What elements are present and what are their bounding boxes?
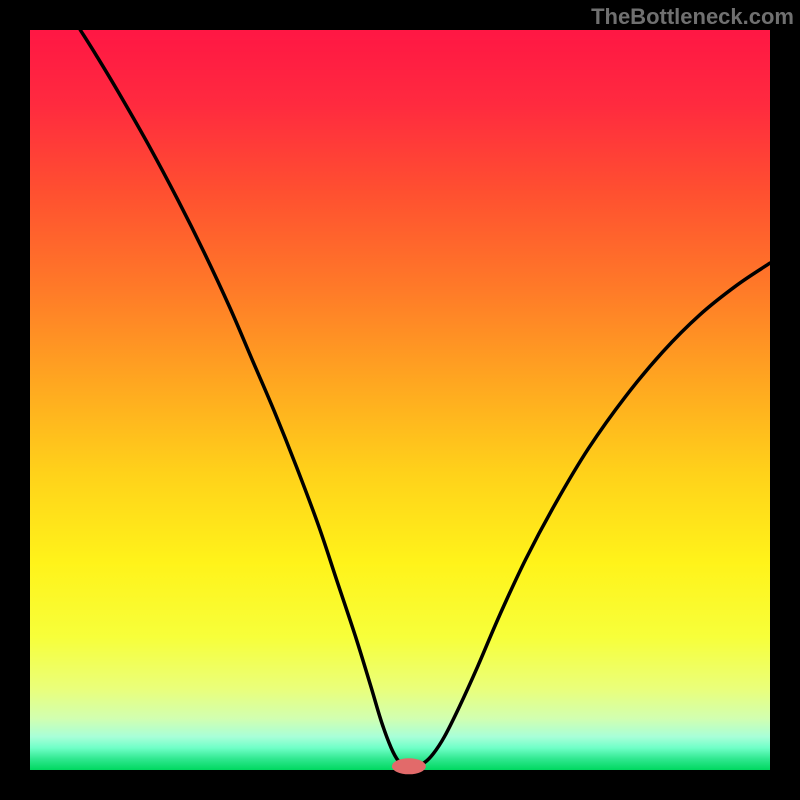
optimum-marker [392,758,426,774]
bottleneck-chart: TheBottleneck.com [0,0,800,800]
watermark-text: TheBottleneck.com [591,4,794,30]
plot-background [30,30,770,770]
chart-svg [0,0,800,800]
